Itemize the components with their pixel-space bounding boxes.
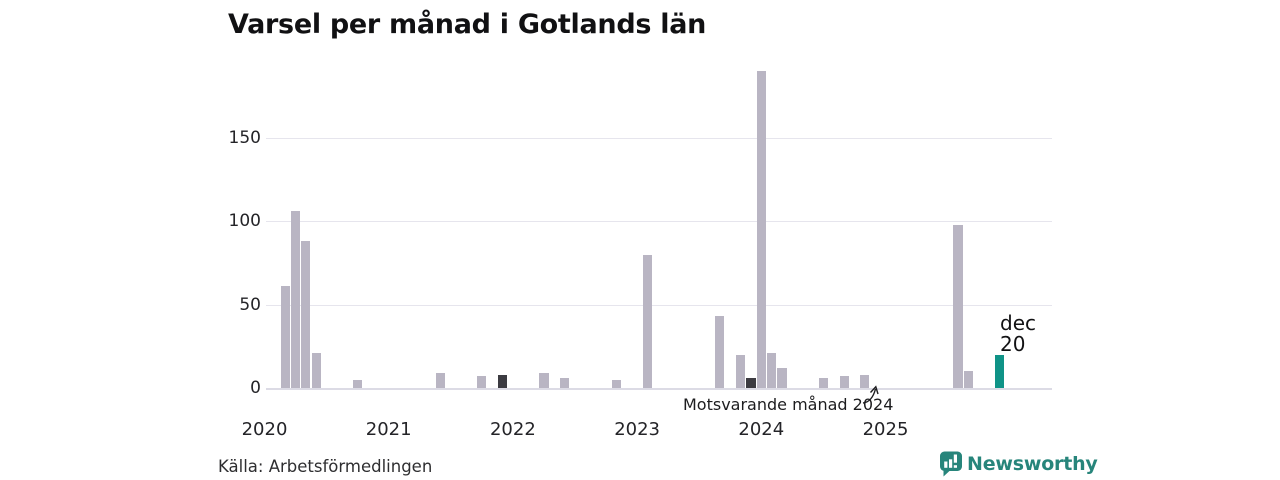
bar-2023-12 <box>746 377 756 388</box>
bar-2020-03 <box>280 286 290 388</box>
x-tick-label-2023: 2023 <box>614 419 660 440</box>
x-tick-label-2020: 2020 <box>241 419 288 440</box>
x-tick-label-2024: 2024 <box>738 419 785 440</box>
bar-2021-12 <box>497 374 508 388</box>
bar-2024-07 <box>818 377 828 388</box>
bar-2021-10 <box>477 376 487 388</box>
bar-2020-05 <box>301 241 311 388</box>
bar-2023-02 <box>642 254 653 388</box>
newsworthy-logo-text: Newsworthy <box>967 453 1098 475</box>
bar-2024-02 <box>767 352 777 388</box>
bar-2025-12 <box>994 354 1004 388</box>
bar-2020-04 <box>290 211 301 388</box>
y-tick-label-0: 0 <box>250 378 261 398</box>
bar-2022-04 <box>539 372 549 388</box>
y-tick-label-150: 150 <box>228 127 261 148</box>
bar-2022-11 <box>611 379 621 388</box>
x-tick-label-2025: 2025 <box>862 419 909 440</box>
newsworthy-logo-icon <box>940 451 962 477</box>
gridline-150 <box>266 137 1052 139</box>
annotation-same-month-2024: Motsvarande månad 2024 <box>683 395 894 414</box>
source-text: Källa: Arbetsförmedlingen <box>218 457 433 476</box>
gridline-100 <box>266 221 1052 223</box>
annotation-arrow-icon <box>862 385 879 404</box>
bar-2025-09 <box>963 371 973 388</box>
y-tick-label-100: 100 <box>228 211 261 232</box>
bar-2025-08 <box>953 224 963 388</box>
bar-2024-11 <box>860 374 870 388</box>
x-tick-label-2021: 2021 <box>365 419 412 440</box>
bar-2024-03 <box>777 367 787 388</box>
x-axis-line <box>266 387 1052 390</box>
bar-2021-06 <box>435 372 446 388</box>
gridline-50 <box>266 304 1052 306</box>
bar-2024-01 <box>756 71 766 388</box>
bar-2022-06 <box>560 377 570 388</box>
bar-2020-06 <box>311 352 321 388</box>
current-bar-label: dec 20 <box>1000 313 1036 355</box>
chart-title: Varsel per månad i Gotlands län <box>228 9 707 40</box>
y-tick-label-50: 50 <box>239 294 261 315</box>
bar-2023-11 <box>736 354 746 388</box>
x-tick-label-2022: 2022 <box>489 419 536 440</box>
bar-2024-09 <box>839 376 849 388</box>
current-bar-label-month: dec <box>1000 311 1036 335</box>
current-bar-label-value: 20 <box>1000 332 1026 356</box>
bar-2020-10 <box>353 379 363 388</box>
bar-2023-09 <box>715 316 725 388</box>
